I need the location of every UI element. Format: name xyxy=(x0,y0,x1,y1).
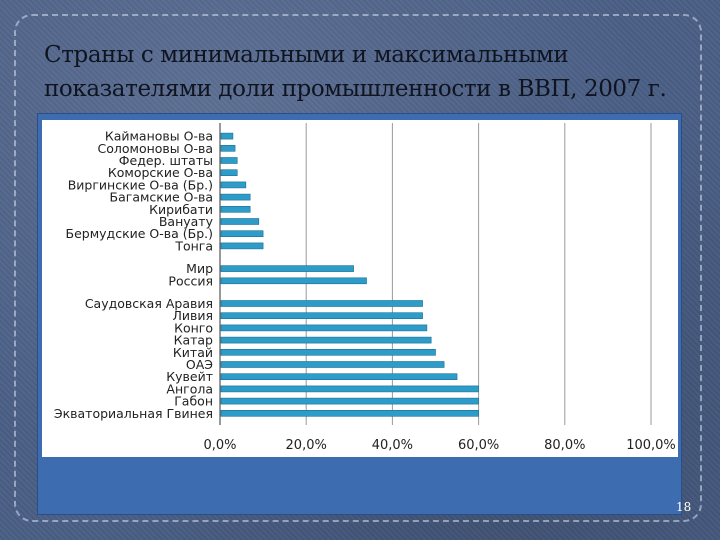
category-label: Коморские О-ва xyxy=(108,165,213,180)
category-label: Вануату xyxy=(159,214,214,229)
x-tick-label: 80,0% xyxy=(544,438,585,453)
x-tick-label: 0,0% xyxy=(203,438,236,453)
category-label: Виргинские О-ва (Бр.) xyxy=(68,177,213,192)
bar xyxy=(220,312,423,319)
bar xyxy=(220,206,251,213)
bar xyxy=(220,218,260,225)
x-tick-label: 20,0% xyxy=(286,438,327,453)
slide-title-line-1: Страны с минимальными и максимальными xyxy=(44,42,569,68)
bar xyxy=(220,157,238,164)
bar-chart: 0,0% 20,0% 40,0% 60,0% 80,0% 100,0% Каймановы … xyxy=(54,123,676,453)
bar xyxy=(220,336,432,344)
x-tick-label: 60,0% xyxy=(458,438,499,453)
category-label: Бермудские О-ва (Бр.) xyxy=(66,226,213,241)
bar xyxy=(220,169,238,177)
bar xyxy=(220,349,436,356)
category-label: Багамские О-ва xyxy=(110,190,213,205)
category-label: Мир xyxy=(186,261,213,276)
bar xyxy=(220,300,423,307)
category-label: Габон xyxy=(174,394,213,409)
bar xyxy=(220,193,251,201)
bar xyxy=(220,277,367,285)
x-tick-label: 100,0% xyxy=(626,438,676,453)
bar xyxy=(220,265,354,272)
category-label: Кирибати xyxy=(149,202,213,217)
category-label: Катар xyxy=(174,333,213,348)
bar xyxy=(220,144,236,152)
category-label: Россия xyxy=(168,273,213,288)
bar xyxy=(220,373,458,380)
bar xyxy=(220,230,264,237)
bar xyxy=(220,385,479,393)
bar xyxy=(220,324,428,332)
category-label: Ливия xyxy=(172,308,213,323)
chart-panel: 0,0% 20,0% 40,0% 60,0% 80,0% 100,0% Каймановы … xyxy=(37,113,682,515)
slide-title: Страны с минимальными и максимальными по… xyxy=(44,38,694,106)
bar xyxy=(220,132,234,140)
category-label: Китай xyxy=(173,345,213,360)
category-label: Каймановы О-ва xyxy=(105,129,213,144)
page-number: 18 xyxy=(676,500,692,514)
category-label: Тонга xyxy=(174,238,213,253)
slide-frame xyxy=(14,14,702,522)
bar xyxy=(220,361,445,368)
slide-title-line-2: показателями доли промышленности в ВВП, … xyxy=(44,76,667,102)
category-label: Конго xyxy=(174,320,213,335)
category-label: Федер. штаты xyxy=(119,153,213,168)
bar xyxy=(220,242,264,250)
category-label: Ангола xyxy=(166,381,213,396)
x-tick-label: 40,0% xyxy=(372,438,413,453)
category-label: ОАЭ xyxy=(186,357,213,372)
category-label: Экваториальная Гвинея xyxy=(54,406,213,421)
category-label: Саудовская Аравия xyxy=(85,296,213,311)
chart-area: 0,0% 20,0% 40,0% 60,0% 80,0% 100,0% Каймановы … xyxy=(42,120,678,457)
category-label: Соломоновы О-ва xyxy=(98,141,214,156)
category-label: Кувейт xyxy=(166,369,213,384)
bar xyxy=(220,409,479,417)
bar xyxy=(220,397,479,405)
bar xyxy=(220,181,247,189)
